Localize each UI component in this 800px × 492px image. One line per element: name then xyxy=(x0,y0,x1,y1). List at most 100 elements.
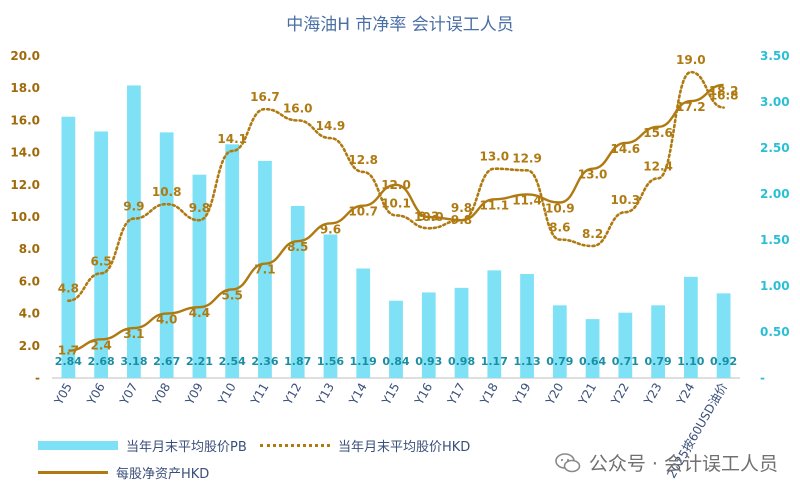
x-axis-tick-label: Y07 xyxy=(117,381,141,408)
bar xyxy=(159,132,174,378)
bvps-value-label: 10.9 xyxy=(545,202,575,216)
bvps-value-label: 14.6 xyxy=(611,142,641,156)
x-axis-tick-label: Y23 xyxy=(641,381,665,408)
bar xyxy=(618,312,633,378)
x-axis-tick-label: Y14 xyxy=(346,381,370,408)
bar xyxy=(290,205,305,378)
bvps-value-label: 9.6 xyxy=(320,222,341,236)
price-value-label: 9.9 xyxy=(123,200,144,214)
bar-value-label: 0.71 xyxy=(612,355,639,368)
left-axis-tick-label: 14.0 xyxy=(10,146,40,160)
bar-value-label: 2.36 xyxy=(251,355,278,368)
right-axis-tick-label: 3.50 xyxy=(760,49,790,63)
bvps-value-label: 15.6 xyxy=(643,126,673,140)
price-value-label: 19.0 xyxy=(676,53,706,67)
bar xyxy=(454,287,469,378)
bar-value-label: 1.87 xyxy=(284,355,311,368)
x-axis-tick-label: Y19 xyxy=(510,381,534,408)
bvps-value-label: 10.0 xyxy=(414,210,444,224)
bar xyxy=(94,131,109,378)
bar-value-label: 1.17 xyxy=(481,355,508,368)
right-axis-tick-label: 1.50 xyxy=(760,233,790,247)
x-axis-tick-label: Y24 xyxy=(674,381,698,408)
legend-swatch-bar xyxy=(38,441,118,450)
legend-item-bvps: 每股净资产HKD xyxy=(38,463,209,482)
bar xyxy=(552,305,567,378)
bvps-value-label: 12.0 xyxy=(381,178,411,192)
legend-item-pb: 当年月末平均股价PB xyxy=(38,436,247,455)
x-axis-tick-label: Y22 xyxy=(608,381,632,408)
bar-value-label: 2.21 xyxy=(186,355,213,368)
right-axis-tick-label: 2.00 xyxy=(760,187,790,201)
x-axis-tick-label: Y12 xyxy=(280,381,304,408)
bar xyxy=(520,274,534,378)
price-value-label: 10.8 xyxy=(152,185,182,199)
bar-value-label: 0.84 xyxy=(382,355,409,368)
bvps-value-label: 3.1 xyxy=(123,327,144,341)
bar-value-label: 1.10 xyxy=(677,355,704,368)
price-value-label: 14.1 xyxy=(217,132,247,146)
bar xyxy=(389,300,403,378)
right-axis-tick-label: 2.50 xyxy=(760,141,790,155)
x-axis-tick-label: Y05 xyxy=(51,381,75,408)
x-axis-tick-label: Y17 xyxy=(444,381,468,408)
bar-value-label: 2.54 xyxy=(219,355,246,368)
bar-value-label: 2.84 xyxy=(55,355,82,368)
bar-value-label: 1.19 xyxy=(350,355,377,368)
x-axis-tick-label: Y13 xyxy=(313,381,337,408)
price-value-label: 12.9 xyxy=(512,151,542,165)
price-value-label: 9.8 xyxy=(189,201,210,215)
bar xyxy=(61,116,76,378)
left-axis-tick-label: 18.0 xyxy=(10,81,40,95)
bar xyxy=(323,234,338,378)
bvps-value-label: 4.0 xyxy=(156,313,177,327)
legend-swatch-solid xyxy=(38,471,108,474)
bvps-value-label: 17.2 xyxy=(676,100,706,114)
price-value-label: 4.8 xyxy=(58,282,79,296)
price-value-label: 12.4 xyxy=(643,159,673,173)
bar xyxy=(258,160,272,378)
bvps-value-label: 10.7 xyxy=(348,205,378,219)
bar-value-label: 1.13 xyxy=(513,355,540,368)
bvps-value-label: 18.2 xyxy=(709,84,739,98)
x-axis-tick-label: Y20 xyxy=(542,381,566,408)
bvps-value-label: 2.4 xyxy=(91,338,112,352)
right-axis-tick-label: 0.50 xyxy=(760,325,790,339)
legend-label-price: 当年月末平均股价HKD xyxy=(338,440,471,455)
x-axis-tick-label: Y18 xyxy=(477,381,501,408)
bvps-value-label: 1.7 xyxy=(58,344,79,358)
bvps-value-label: 4.4 xyxy=(189,306,210,320)
bar xyxy=(225,144,240,378)
x-axis-tick-label: Y21 xyxy=(575,381,599,408)
bvps-value-label: 5.5 xyxy=(222,288,243,302)
bar-value-label: 0.64 xyxy=(579,355,606,368)
x-axis-tick-label: Y16 xyxy=(411,381,435,408)
price-value-label: 6.5 xyxy=(91,254,112,268)
bar-value-label: 0.98 xyxy=(448,355,475,368)
left-axis-tick-label: 4.0 xyxy=(19,307,40,321)
wechat-icon xyxy=(555,452,581,472)
price-value-label: 16.0 xyxy=(283,101,313,115)
bar xyxy=(683,276,698,378)
price-value-label: 13.0 xyxy=(479,150,509,164)
right-axis-tick-label: - xyxy=(760,371,765,385)
price-value-label: 8.6 xyxy=(549,221,570,235)
bar xyxy=(192,174,207,378)
bvps-line xyxy=(68,83,724,352)
left-axis-tick-label: 6.0 xyxy=(19,274,40,288)
bar-value-label: 1.56 xyxy=(317,355,344,368)
price-value-label: 16.8 xyxy=(709,89,739,103)
bar-value-label: 0.79 xyxy=(546,355,573,368)
watermark: 公众号 · 会计误工人员 xyxy=(555,449,778,476)
price-value-label: 8.2 xyxy=(582,227,603,241)
price-value-label: 10.1 xyxy=(381,196,411,210)
bar-value-label: 2.67 xyxy=(153,355,180,368)
x-axis-tick-label: Y09 xyxy=(182,381,206,408)
price-value-label: 16.7 xyxy=(250,90,280,104)
price-value-label: 14.9 xyxy=(316,119,346,133)
price-value-label: 10.3 xyxy=(611,193,641,207)
legend-label-bvps: 每股净资产HKD xyxy=(116,467,210,482)
bar xyxy=(716,293,731,378)
bar-value-label: 3.18 xyxy=(120,355,147,368)
x-axis-tick-label: Y06 xyxy=(84,381,108,408)
